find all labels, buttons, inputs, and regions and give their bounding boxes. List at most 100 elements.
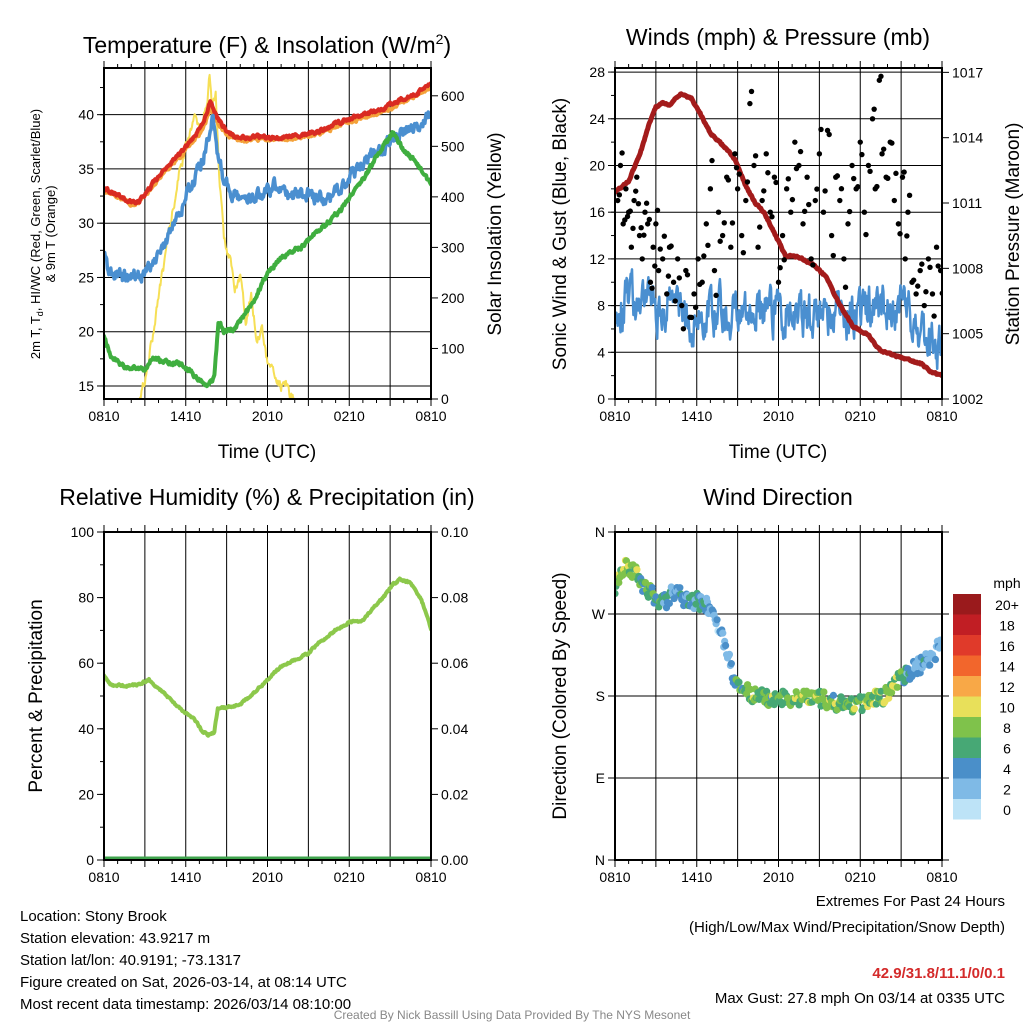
y2-tick-label: 1011 bbox=[952, 195, 982, 211]
footer-latlon: Station lat/lon: 40.9191; -73.1317 bbox=[20, 952, 241, 969]
gust-point bbox=[804, 174, 810, 180]
gust-point bbox=[933, 244, 940, 250]
speed-legend-label: 10 bbox=[999, 700, 1015, 716]
max-gust: Max Gust: 27.8 mph On 03/14 at 0335 UTC bbox=[715, 990, 1005, 1007]
gust-point bbox=[645, 221, 651, 227]
x-tick-label: 0810 bbox=[926, 869, 957, 885]
y-tick-label: W bbox=[592, 606, 606, 622]
gust-point bbox=[717, 238, 723, 244]
gust-point bbox=[861, 209, 868, 215]
svg-text:2m T, Td, HI/WC (Red, Green, S: 2m T, Td, HI/WC (Red, Green, Scarlet/Blu… bbox=[28, 109, 45, 359]
gust-point bbox=[751, 162, 757, 169]
gust-point bbox=[841, 256, 847, 262]
gust-point bbox=[679, 302, 685, 309]
gust-point bbox=[683, 267, 689, 274]
gust-point bbox=[923, 289, 929, 295]
x-tick-label: 0810 bbox=[88, 408, 119, 424]
wind-direction-point bbox=[735, 678, 743, 686]
x-tick-label: 0210 bbox=[334, 408, 365, 424]
y-tick-label: 30 bbox=[78, 215, 94, 231]
gust-point bbox=[874, 183, 880, 190]
gust-point bbox=[630, 225, 636, 232]
wind-direction-point bbox=[665, 599, 673, 608]
gust-point bbox=[838, 186, 845, 192]
gust-point bbox=[623, 186, 629, 192]
plot-frame bbox=[614, 531, 943, 861]
y-tick-label: 35 bbox=[78, 161, 94, 177]
gust-point bbox=[818, 126, 824, 133]
x-tick-label: 0810 bbox=[415, 869, 446, 885]
gust-point bbox=[906, 192, 913, 199]
gust-point bbox=[616, 192, 623, 198]
y-tick-label: S bbox=[596, 688, 605, 704]
gust-point bbox=[761, 188, 767, 194]
wind-direction-point bbox=[676, 584, 684, 592]
wind-direction-point bbox=[829, 691, 838, 699]
gust-point bbox=[752, 153, 759, 159]
gust-point bbox=[633, 188, 639, 194]
y2-tick-label: 0.08 bbox=[441, 590, 468, 606]
gust-point bbox=[935, 263, 941, 269]
gust-point bbox=[931, 313, 937, 319]
y2-tick-label: 1017 bbox=[952, 64, 983, 80]
gust-point bbox=[767, 209, 774, 215]
y2-tick-label: 0.10 bbox=[441, 524, 468, 540]
speed-legend-label: 18 bbox=[999, 618, 1015, 634]
gust-point bbox=[925, 256, 932, 262]
chart-panel-4: 0810 1410 2010 0210 0810NESWN20+181614121086… bbox=[592, 524, 1019, 885]
gust-point bbox=[822, 188, 828, 194]
gust-point bbox=[899, 174, 906, 180]
x-tick-label: 0210 bbox=[845, 869, 876, 885]
gust-point bbox=[897, 231, 903, 237]
x-tick-label: 0210 bbox=[334, 869, 365, 885]
gust-point bbox=[688, 314, 695, 321]
footer-elevation: Station elevation: 43.9217 m bbox=[20, 930, 210, 947]
y-tick-label: 20 bbox=[78, 786, 94, 802]
gust-point bbox=[755, 244, 761, 250]
gust-point bbox=[885, 175, 891, 182]
y2-tick-label: 0.04 bbox=[441, 721, 468, 737]
wind-direction-point bbox=[931, 655, 940, 664]
gust-point bbox=[826, 131, 832, 138]
speed-legend-label: 2 bbox=[1003, 782, 1011, 798]
x-tick-label: 1410 bbox=[170, 869, 201, 885]
speed-legend-label: 12 bbox=[999, 679, 1015, 695]
gust-point bbox=[810, 262, 816, 268]
plot-frame bbox=[103, 531, 432, 861]
winds-chart-title: Winds (mph) & Pressure (mb) bbox=[626, 24, 930, 50]
speed-legend-swatch bbox=[953, 655, 981, 676]
gust-point bbox=[624, 213, 631, 220]
gust-point bbox=[777, 265, 783, 271]
speed-legend-swatch bbox=[953, 758, 981, 779]
gust-point bbox=[715, 209, 722, 215]
x-tick-label: 2010 bbox=[763, 869, 794, 885]
speed-legend-label: 16 bbox=[999, 638, 1015, 654]
wind-direction-point bbox=[633, 566, 641, 574]
insolation-y-axis-label: Solar Insolation (Yellow) bbox=[485, 132, 506, 335]
gust-point bbox=[654, 207, 661, 214]
wind-direction-point bbox=[937, 641, 942, 649]
gust-point bbox=[703, 221, 709, 227]
gust-point bbox=[859, 151, 865, 158]
y2-tick-label: 0.02 bbox=[441, 786, 468, 802]
gust-point bbox=[797, 148, 804, 155]
x-tick-label: 0210 bbox=[845, 408, 876, 424]
y-tick-label: 16 bbox=[589, 204, 605, 220]
speed-legend-swatch bbox=[953, 737, 981, 758]
y-tick-label: 100 bbox=[71, 524, 95, 540]
x-tick-label: 1410 bbox=[681, 408, 712, 424]
x-tick-label: 0810 bbox=[926, 408, 957, 424]
y2-tick-label: 1002 bbox=[952, 391, 983, 407]
gust-point bbox=[845, 221, 851, 227]
gust-point bbox=[756, 224, 763, 230]
gust-point bbox=[788, 209, 794, 215]
speed-legend-title: mph bbox=[993, 575, 1020, 591]
gust-point bbox=[661, 233, 668, 239]
gust-point bbox=[891, 197, 898, 204]
gust-point bbox=[672, 298, 678, 304]
gust-point bbox=[927, 264, 933, 270]
gust-point bbox=[806, 201, 812, 208]
gust-point bbox=[641, 232, 647, 238]
plot-area bbox=[615, 556, 942, 716]
2m-t-line bbox=[104, 81, 431, 206]
